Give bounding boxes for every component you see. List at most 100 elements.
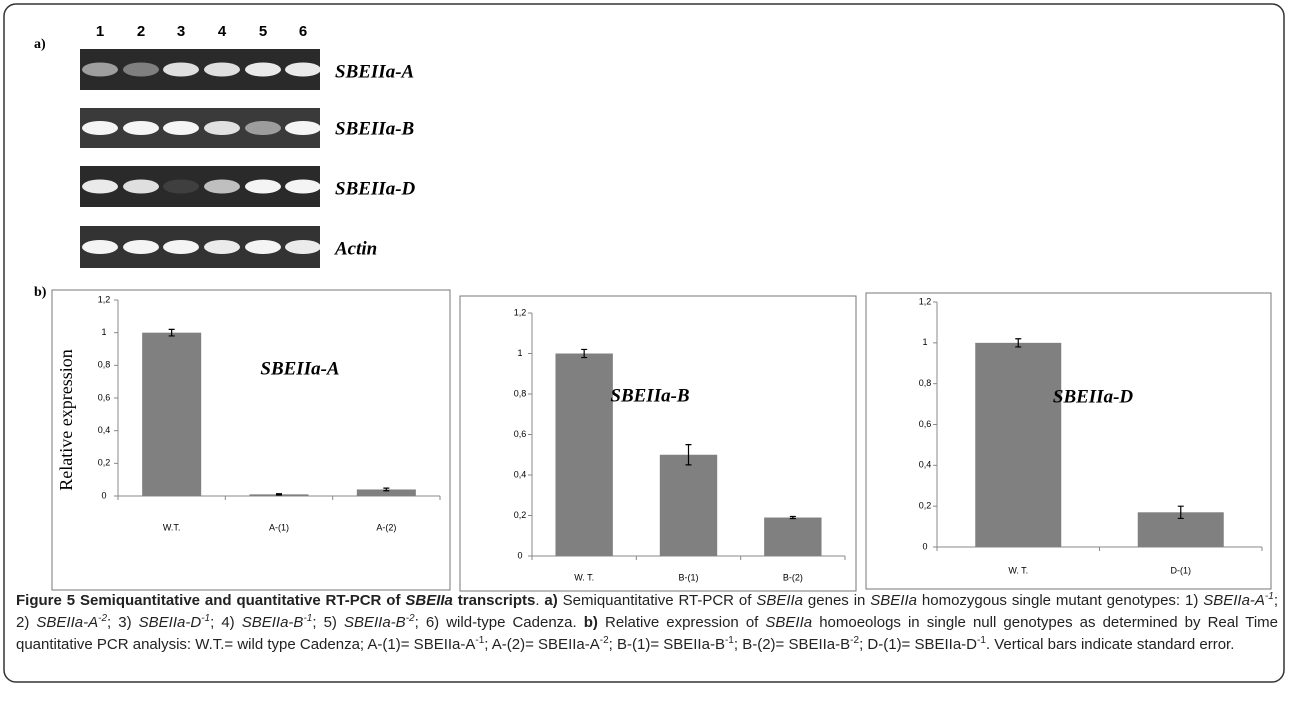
chart-title: SBEIIa-A [260,358,339,379]
caption-run: Figure 5 Semiquantitative and quantitati… [16,592,405,609]
gel-band [123,63,159,77]
gel-band [82,180,118,194]
gel-band [204,180,240,194]
gel-band [285,63,321,77]
bar [555,354,612,557]
gel-band [285,240,321,254]
x-tick-label: B-(2) [783,572,803,582]
lane-number: 5 [259,23,267,40]
caption-run: ; 6) wild-type Cadenza. [415,614,584,631]
y-tick-label: 0,2 [514,510,527,520]
y-tick-label: 0,4 [98,425,111,435]
y-tick-label: 0,4 [919,460,932,470]
gel-band [123,121,159,135]
y-tick-label: 0,6 [919,419,932,429]
caption-run: -1 [303,613,312,624]
y-tick-label: 1 [517,348,522,358]
caption-run: SBEIIa-D [139,614,202,631]
gel-band [163,240,199,254]
gel-band [204,121,240,135]
caption-run: Relative expression of [598,614,766,631]
y-tick-label: 1 [101,327,106,337]
gel-band [163,180,199,194]
y-tick-label: 1,2 [514,307,527,317]
lane-number: 6 [299,23,307,40]
caption-run: SBEIIa-B [242,614,304,631]
bar [142,333,201,496]
gel-band [163,63,199,77]
y-tick-label: 0,8 [514,388,527,398]
caption-run: -2 [850,635,859,646]
caption-run: homozygous single mutant genotypes: 1) [917,592,1203,609]
x-tick-label: W. T. [574,572,594,582]
caption-run: -2 [98,613,107,624]
bar [975,343,1061,547]
gel-band [245,240,281,254]
caption-run: SBEIIa-A [1203,592,1265,609]
caption-run: SBEIIa [765,614,812,631]
gene-label: SBEIIa-D [335,178,416,199]
y-tick-label: 0,8 [98,360,111,370]
gel-band [245,63,281,77]
page: a) 1 2 3 4 5 6 SBEIIa-A SBEIIa-B SBEIIa-D Actin b) 0… [0,0,1290,718]
bar [660,455,717,556]
caption-run: ; B-(1)= SBEIIa-B [609,636,725,653]
panel-label: a) [34,37,46,52]
caption-run: -1 [725,635,734,646]
caption-run: ; B-(2)= SBEIIa-B [734,636,850,653]
chart-title: SBEIIa-D [1053,386,1134,407]
gel-band [82,121,118,135]
gel-band [245,180,281,194]
caption-run: SBEIIa-A [36,614,98,631]
y-tick-label: 0 [517,550,522,560]
caption-run: -1 [1265,591,1274,602]
y-tick-label: 0,8 [919,378,932,388]
y-tick-label: 0,2 [919,501,932,511]
x-tick-label: W. T. [1008,565,1028,575]
y-tick-label: 0,6 [98,392,111,402]
caption-run: a) [544,592,557,609]
chart-title: SBEIIa-B [610,385,689,406]
lane-number: 4 [218,23,227,40]
caption-run: ; 3) [107,614,139,631]
y-tick-label: 0,4 [514,469,527,479]
caption-run: ; 4) [210,614,242,631]
caption-run: . Vertical bars indicate standard error. [986,636,1234,653]
caption-run: -2 [406,613,415,624]
caption-run: SBEIIa-B [344,614,406,631]
x-tick-label: D-(1) [1171,565,1192,575]
lane-number: 2 [137,23,145,40]
caption-run: Semiquantitative RT-PCR of [558,592,757,609]
caption-run: SBEIIa [405,592,453,609]
gel-band [204,63,240,77]
y-axis-label: Relative expression [56,349,76,490]
gel-panel [80,49,321,268]
caption-run: -2 [600,635,609,646]
y-tick-label: 0 [922,541,927,551]
gene-label: Actin [334,238,377,259]
gel-band [82,63,118,77]
lane-number: 3 [177,23,185,40]
caption: Figure 5 Semiquantitative and quantitati… [16,590,1278,656]
gene-label: SBEIIa-B [335,118,414,139]
caption-run: -1 [201,613,210,624]
bar [764,518,821,556]
gel-band [163,121,199,135]
gel-band [204,240,240,254]
y-tick-label: 1 [922,337,927,347]
x-tick-label: W.T. [163,522,181,532]
chart-frame [52,290,450,590]
x-tick-label: B-(1) [679,572,699,582]
y-tick-label: 1,2 [919,296,932,306]
y-tick-label: 1,2 [98,294,111,304]
caption-run: ; A-(2)= SBEIIa-A [484,636,599,653]
x-tick-label: A-(2) [376,522,396,532]
panel-label: b) [34,285,47,300]
caption-run: b) [584,614,598,631]
gene-label: SBEIIa-A [335,61,414,82]
caption-run: -1 [977,635,986,646]
caption-run: SBEIIa [870,592,917,609]
caption-run: ; D-(1)= SBEIIa-D [859,636,977,653]
gel-band [245,121,281,135]
y-tick-label: 0,6 [514,429,527,439]
